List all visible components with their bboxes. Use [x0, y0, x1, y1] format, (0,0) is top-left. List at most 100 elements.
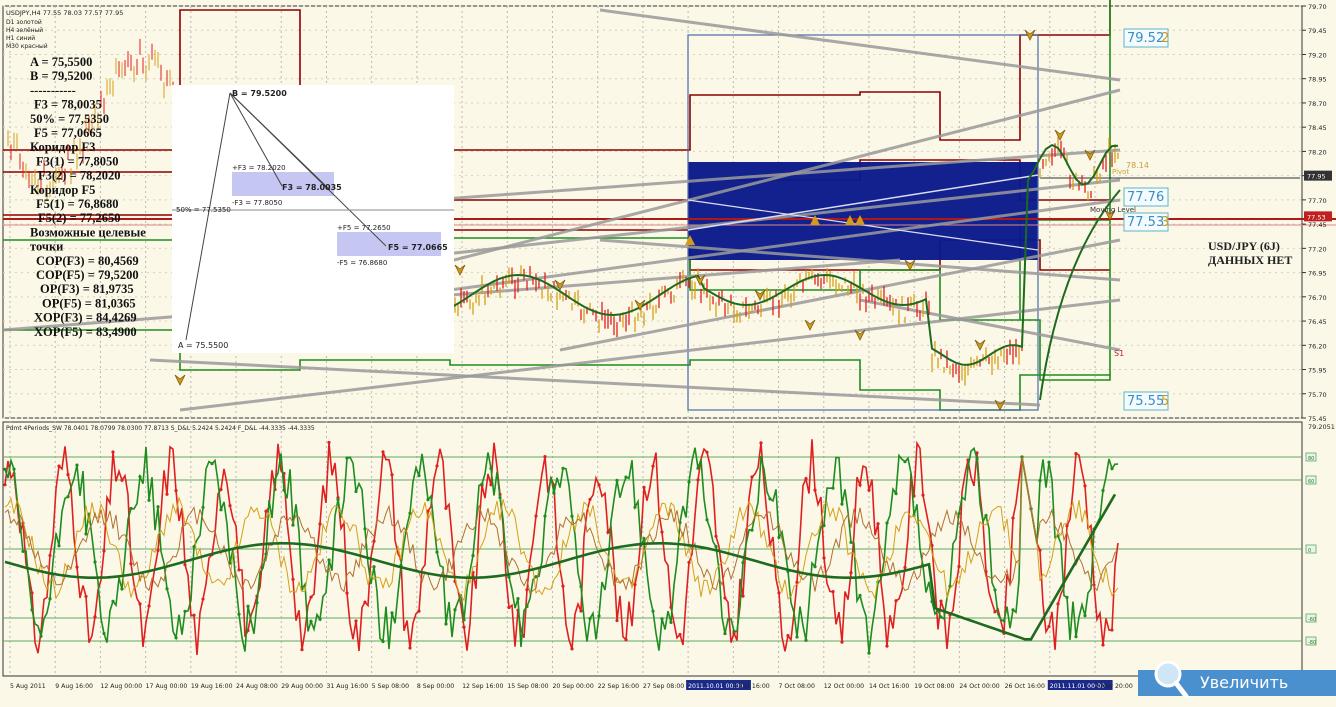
oscillator-level-label: -60: [1308, 617, 1316, 623]
time-tick-label: 2011.10.01 00:00: [688, 683, 743, 690]
oscillator-point: [345, 591, 349, 595]
time-tick-label: 5 Sep 08:00: [372, 683, 409, 690]
oscillator-point: [1038, 479, 1042, 483]
oscillator-point: [669, 620, 673, 625]
fibo-inset-background: [172, 85, 454, 353]
oscillator-point: [759, 455, 763, 460]
oscillator-point: [849, 571, 853, 575]
oscillator-point: [309, 595, 313, 599]
oscillator-point: [57, 544, 61, 548]
time-tick-label: 12 Oct 00:00: [824, 683, 864, 690]
note-line: COP(F5) = 79,5200: [36, 268, 139, 282]
oscillator-point: [435, 464, 439, 468]
oscillator-point: [507, 575, 511, 579]
pivot-label: Pivot: [1112, 168, 1129, 176]
time-tick-label: 7 Oct 08:00: [779, 683, 815, 690]
oscillator-point: [75, 463, 79, 467]
oscillator-point: [579, 584, 583, 589]
zoom-button[interactable]: Увеличить: [1138, 660, 1336, 699]
oscillator-point: [129, 506, 133, 511]
oscillator-point: [327, 558, 331, 562]
oscillator-point: [237, 612, 241, 616]
note-line: точки: [30, 240, 63, 254]
time-tick-label: 29 Aug 00:00: [281, 683, 323, 690]
oscillator-point: [192, 613, 196, 617]
oscillator-point: [93, 615, 97, 619]
oscillator-point: [831, 590, 835, 594]
oscillator-point: [885, 521, 889, 525]
fibo-f3-label: F3 = 78.0035: [282, 183, 342, 192]
oscillator-point: [1065, 595, 1069, 599]
note-line: OP(F5) = 81,0365: [42, 296, 136, 310]
oscillator-point: [975, 456, 979, 461]
oscillator-point: [201, 597, 205, 601]
time-tick-label: 2 Nov 20:00: [1095, 683, 1133, 690]
price-panel: [2, 0, 1336, 412]
oscillator-point: [462, 618, 466, 622]
oscillator-point: [354, 489, 358, 494]
time-tick-label: 20 Sep 00:00: [553, 683, 594, 690]
moving-level-label: Moving Level: [1090, 206, 1136, 214]
arrow-marker: [904, 259, 916, 271]
oscillator-point: [57, 464, 61, 468]
price-tick-label: 76.20: [1308, 342, 1327, 350]
note-line: 50% = 77,5350: [30, 112, 109, 126]
oscillator-signal-line-2: [4, 456, 1119, 595]
resistance-step-line: [3, 0, 1111, 151]
oscillator-point: [30, 608, 34, 612]
oscillator-panel: [3, 439, 1317, 656]
oscillator-point: [651, 464, 655, 468]
oscillator-point: [1047, 460, 1051, 464]
time-tick-label: 2011.11.01 00:00: [1050, 683, 1105, 690]
oscillator-point: [174, 488, 178, 493]
oscillator-point: [750, 528, 754, 532]
oscillator-level-label: 80: [1308, 456, 1314, 462]
time-tick-label: 14 Oct 16:00: [869, 683, 909, 690]
oscillator-point: [804, 638, 808, 642]
fibo-f3-minus-label: -F3 = 77.8050: [232, 199, 282, 207]
fibo-leg-a-b: [185, 92, 231, 341]
oscillator-point: [768, 497, 772, 501]
oscillator-point: [615, 478, 619, 482]
oscillator-point: [291, 577, 295, 581]
oscillator-point: [300, 648, 304, 652]
oscillator-point: [705, 450, 709, 454]
arrow-marker: [174, 374, 186, 386]
oscillator-point: [1101, 488, 1105, 493]
trend-line: [599, 8, 1121, 82]
oscillator-level-box: [1305, 475, 1317, 485]
arrow-marker: [1084, 149, 1096, 161]
fibo-f5-label: F5 = 77.0665: [388, 243, 448, 252]
price-box-suffix: 3: [1161, 215, 1169, 230]
price-box-value: 77.76: [1127, 190, 1164, 205]
note-line: F3(1) = 77,8050: [36, 154, 118, 168]
price-tick-label: 78.20: [1308, 148, 1327, 156]
oscillator-point: [606, 530, 610, 534]
oscillator-point: [759, 441, 763, 445]
price-box-value: 75.55: [1127, 394, 1164, 409]
zoom-button-label: Увеличить: [1200, 673, 1289, 692]
oscillator-point: [723, 596, 727, 600]
time-tick-label: 24 Oct 00:00: [959, 683, 999, 690]
note-line: F5(1) = 76,8680: [36, 197, 118, 211]
oscillator-point: [345, 456, 349, 460]
oscillator-point: [3, 483, 7, 487]
oscillator-point: [30, 591, 34, 595]
oscillator-point: [777, 591, 781, 595]
oscillator-point: [120, 478, 124, 482]
oscillator-point: [417, 474, 421, 478]
oscillator-point: [3, 467, 7, 471]
oscillator-point: [858, 483, 862, 487]
oscillator-point: [714, 544, 718, 549]
trend-line: [859, 298, 1121, 352]
oscillator-point: [408, 511, 412, 515]
oscillator-point: [102, 631, 106, 636]
oscillator-point: [462, 625, 466, 629]
fibo-half-label: 50% = 77.5350: [176, 206, 231, 214]
time-tick-label: 27 Sep 08:00: [643, 683, 684, 690]
oscillator-point: [264, 509, 268, 513]
oscillator-point: [165, 492, 169, 496]
oscillator-point: [993, 610, 997, 614]
oscillator-point: [156, 548, 160, 553]
arrow-marker-up: [855, 215, 865, 225]
